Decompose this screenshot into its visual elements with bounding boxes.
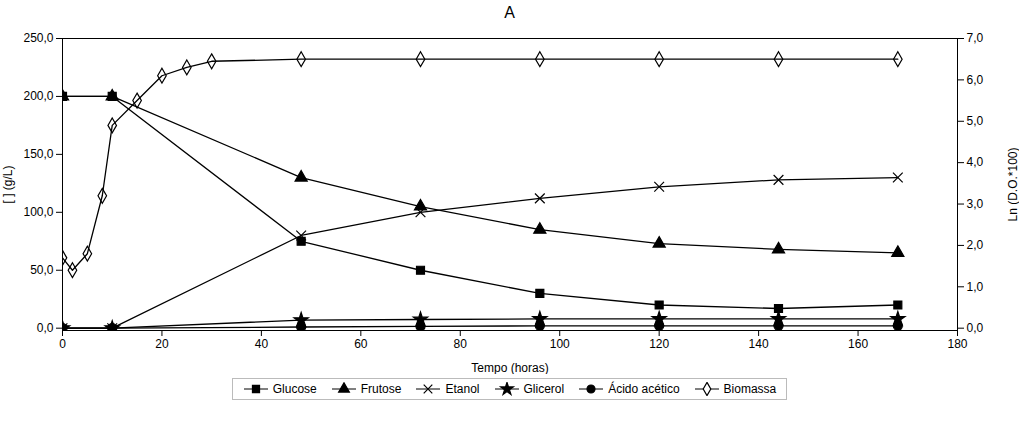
html-text:Glicerol: Glicerol bbox=[523, 382, 565, 396]
svg-text:Tempo (horas): Tempo (horas) bbox=[471, 361, 548, 375]
svg-text:140: 140 bbox=[749, 337, 769, 351]
svg-text:180: 180 bbox=[947, 337, 967, 351]
html-text:Biomassa: Biomassa bbox=[723, 382, 777, 396]
svg-text:60: 60 bbox=[354, 337, 368, 351]
svg-text:Ln (D.O.*100): Ln (D.O.*100) bbox=[1006, 147, 1019, 221]
svg-text:100: 100 bbox=[550, 337, 570, 351]
html-text:Etanol: Etanol bbox=[445, 382, 480, 396]
html-text:Ácido acético: Ácido acético bbox=[608, 382, 680, 396]
svg-text:200,0: 200,0 bbox=[23, 89, 53, 103]
svg-text:40: 40 bbox=[255, 337, 269, 351]
svg-text:1,0: 1,0 bbox=[967, 280, 984, 294]
svg-text:[ ] (g/L): [ ] (g/L) bbox=[1, 165, 15, 203]
svg-text:3,0: 3,0 bbox=[967, 197, 984, 211]
svg-text:0,0: 0,0 bbox=[37, 321, 54, 335]
svg-text:50,0: 50,0 bbox=[30, 263, 54, 277]
svg-text:20: 20 bbox=[155, 337, 169, 351]
html-text:Glucose: Glucose bbox=[272, 382, 317, 396]
svg-text:6,0: 6,0 bbox=[967, 73, 984, 87]
svg-text:160: 160 bbox=[848, 337, 868, 351]
html-text:Frutose: Frutose bbox=[360, 382, 402, 396]
svg-text:80: 80 bbox=[454, 337, 468, 351]
svg-text:2,0: 2,0 bbox=[967, 238, 984, 252]
svg-text:0: 0 bbox=[59, 337, 66, 351]
svg-text:120: 120 bbox=[649, 337, 669, 351]
svg-text:0,0: 0,0 bbox=[967, 321, 984, 335]
html-text:A: A bbox=[504, 4, 515, 21]
svg-text:250,0: 250,0 bbox=[23, 31, 53, 45]
svg-text:7,0: 7,0 bbox=[967, 31, 984, 45]
svg-text:5,0: 5,0 bbox=[967, 114, 984, 128]
svg-text:4,0: 4,0 bbox=[967, 155, 984, 169]
svg-text:100,0: 100,0 bbox=[23, 205, 53, 219]
svg-text:150,0: 150,0 bbox=[23, 147, 53, 161]
